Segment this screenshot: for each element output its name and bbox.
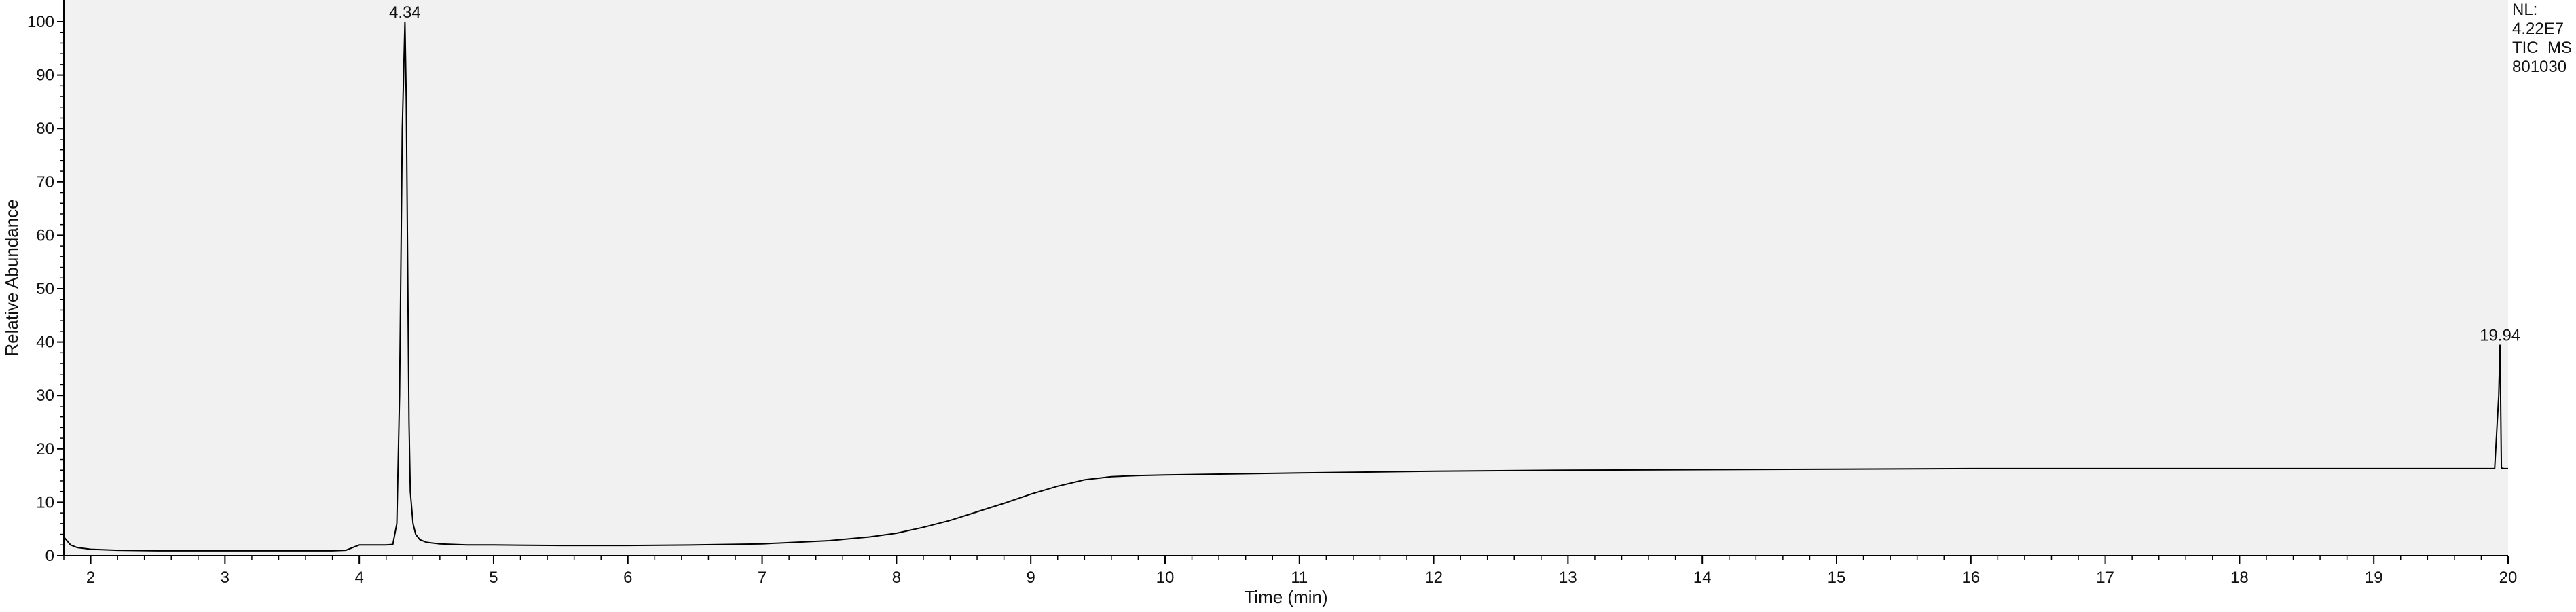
peak-labels: 4.34 19.94 xyxy=(389,3,2520,345)
x-axis-title: Time (min) xyxy=(1244,587,1327,607)
y-axis-ticks: 0 10 20 30 40 50 60 70 80 90 100 xyxy=(27,13,64,565)
info-box: NL: 4.22E7 TIC MS 801030 xyxy=(2512,1,2572,76)
y-tick-label: 40 xyxy=(36,334,54,352)
x-tick-label: 3 xyxy=(221,569,229,587)
x-tick-label: 19 xyxy=(2365,569,2383,587)
y-tick-label: 60 xyxy=(36,226,54,245)
x-tick-label: 6 xyxy=(623,569,632,587)
y-tick-label: 50 xyxy=(36,280,54,298)
x-tick-label: 18 xyxy=(2230,569,2249,587)
x-tick-label: 9 xyxy=(1026,569,1035,587)
y-tick-label: 70 xyxy=(36,173,54,192)
x-tick-label: 4 xyxy=(354,569,363,587)
x-tick-label: 11 xyxy=(1291,569,1308,587)
x-tick-label: 13 xyxy=(1559,569,1577,587)
x-tick-label: 7 xyxy=(758,569,767,587)
y-tick-label: 90 xyxy=(36,67,54,85)
info-scan-type: TIC MS xyxy=(2512,39,2572,57)
x-tick-label: 16 xyxy=(1962,569,1980,587)
peak-label: 4.34 xyxy=(389,3,421,22)
info-sample-id: 801030 xyxy=(2512,58,2566,76)
x-tick-label: 8 xyxy=(892,569,901,587)
x-tick-label: 10 xyxy=(1156,569,1175,587)
tic-trace-line xyxy=(63,21,2508,552)
peak-label: 19.94 xyxy=(2480,327,2520,345)
y-tick-label: 0 xyxy=(45,547,54,565)
x-tick-label: 2 xyxy=(86,569,95,587)
plot-background xyxy=(64,0,2508,556)
info-nl-label: NL: xyxy=(2512,1,2537,19)
x-tick-label: 12 xyxy=(1424,569,1443,587)
x-tick-label: 5 xyxy=(489,569,498,587)
y-tick-label: 20 xyxy=(36,440,54,458)
x-tick-label: 20 xyxy=(2499,569,2518,587)
y-tick-label: 80 xyxy=(36,120,54,138)
x-tick-label: 15 xyxy=(1828,569,1846,587)
y-tick-label: 100 xyxy=(27,13,54,31)
x-axis-ticks: 2 3 4 5 6 7 8 9 10 11 12 13 14 15 16 17 18 19 20 xyxy=(63,556,2518,587)
x-tick-label: 14 xyxy=(1693,569,1712,587)
info-nl-value: 4.22E7 xyxy=(2512,20,2564,38)
y-tick-label: 30 xyxy=(36,386,54,405)
x-tick-label: 17 xyxy=(2096,569,2114,587)
y-tick-label: 10 xyxy=(36,493,54,511)
y-axis-title: Relative Abundance xyxy=(1,199,22,356)
